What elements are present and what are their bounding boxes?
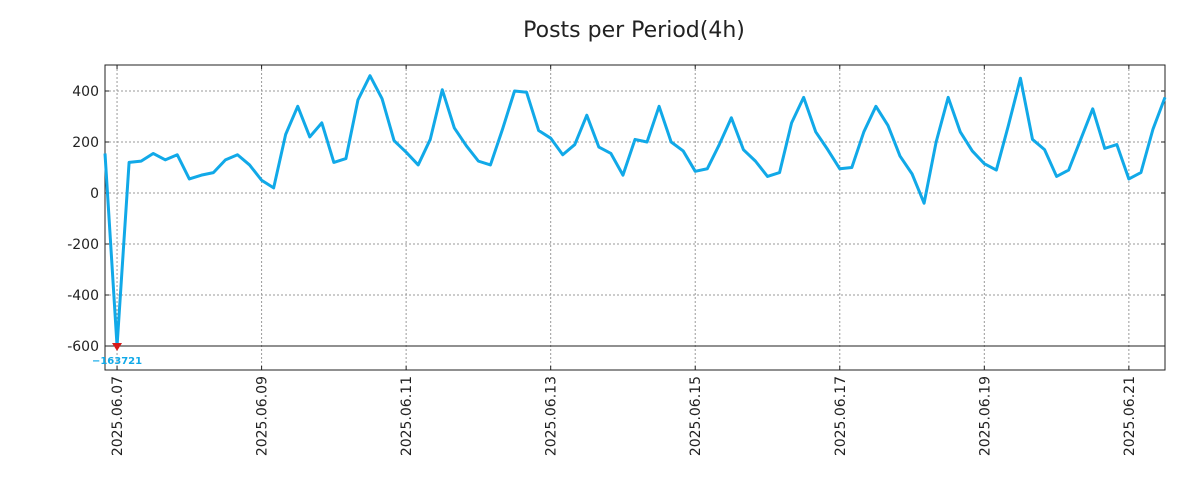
series-layer [103,74,1167,348]
grid-layer [105,65,1165,370]
min-marker [112,343,123,351]
chart-title: Posts per Period(4h) [523,18,745,43]
annotation-layer: −163721 [92,343,142,367]
x-tick-label: 2025.06.13 [544,376,560,456]
y-tick-label: 200 [72,135,99,151]
x-tick-label: 2025.06.09 [255,376,271,456]
min-value-label: −163721 [92,356,142,367]
x-tick-label: 2025.06.19 [977,376,993,456]
x-tick-label: 2025.06.07 [110,376,126,456]
x-tick-label: 2025.06.15 [688,376,704,456]
y-tick-label: -200 [67,237,99,253]
y-tick-label: -600 [67,339,99,355]
plot-frame [104,64,1166,371]
axis-layer: 400 200 0 -200 -400 -600 2025.06.07 2025.06.09 2… [67,64,1166,456]
x-tick-label: 2025.06.11 [399,376,415,456]
series-line-posts [103,74,1167,348]
y-tick-label: 400 [72,84,99,100]
x-tick-label: 2025.06.21 [1122,376,1138,456]
y-tick-label: -400 [67,288,99,304]
y-tick-label: 0 [90,186,99,202]
x-tick-label: 2025.06.17 [833,376,849,456]
